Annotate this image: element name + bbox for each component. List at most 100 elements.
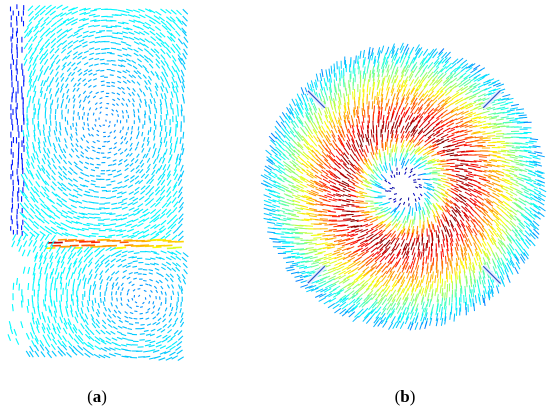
vector [334, 92, 337, 101]
vector [468, 73, 476, 79]
vector [308, 119, 314, 127]
vector [148, 272, 153, 275]
vector [394, 237, 400, 246]
vector [89, 47, 95, 50]
vector [146, 140, 150, 146]
vector [32, 268, 36, 276]
vector [436, 113, 444, 120]
vector [455, 179, 464, 183]
vector [297, 175, 306, 181]
vector [285, 250, 294, 253]
vector [453, 66, 461, 73]
vector [164, 291, 167, 296]
vector [375, 229, 383, 236]
vector [65, 131, 69, 136]
vector [411, 225, 415, 235]
vector [449, 242, 453, 251]
vector [134, 180, 140, 185]
vector [300, 189, 309, 194]
vector [61, 98, 64, 104]
vector [373, 180, 382, 186]
vector [468, 256, 472, 265]
vector [301, 168, 309, 175]
vector [145, 201, 151, 207]
vector [418, 196, 421, 201]
vector [455, 307, 458, 316]
vector [87, 251, 94, 258]
vector [353, 248, 361, 254]
vector [511, 225, 519, 232]
vector [49, 32, 56, 39]
vector [39, 197, 45, 204]
vector [306, 140, 312, 148]
vector [182, 262, 188, 269]
vector [285, 232, 294, 235]
vector [119, 241, 129, 244]
vector [167, 338, 173, 343]
vector [144, 224, 151, 229]
vector [387, 50, 392, 59]
vector [117, 263, 123, 268]
vector [349, 167, 356, 174]
vector [302, 153, 309, 160]
vector [116, 195, 123, 199]
vector [365, 223, 374, 228]
vector [514, 234, 521, 242]
vector [88, 34, 94, 38]
vector [417, 173, 426, 176]
vector [420, 313, 424, 322]
vector [65, 300, 69, 309]
vector [322, 271, 331, 276]
vector [506, 165, 515, 169]
vector [181, 273, 186, 280]
vector [51, 191, 57, 197]
vector [448, 297, 451, 306]
vector [523, 191, 532, 196]
vector [451, 184, 459, 189]
vector [429, 264, 432, 274]
vector [117, 37, 124, 40]
vector [459, 89, 467, 96]
vector [154, 48, 160, 54]
vector [111, 285, 115, 290]
vector [391, 43, 395, 52]
vector [117, 114, 120, 118]
vector [129, 147, 133, 152]
vector [318, 297, 327, 302]
vector [509, 258, 515, 266]
vector [169, 351, 176, 356]
vector [340, 133, 345, 142]
vector [42, 80, 47, 87]
vector [472, 130, 481, 134]
vector [309, 115, 314, 124]
vector [456, 75, 464, 82]
vector [355, 177, 364, 184]
vector [43, 16, 50, 23]
vector [450, 158, 459, 161]
vector [286, 268, 295, 272]
vector [446, 229, 451, 238]
vector [486, 78, 495, 83]
vector [377, 68, 380, 78]
vector [166, 218, 173, 225]
vector [132, 265, 138, 268]
vector [387, 106, 391, 115]
vector [39, 86, 43, 94]
vector [12, 233, 17, 241]
vector [375, 311, 382, 319]
vector [138, 14, 146, 19]
vector [281, 203, 290, 207]
vector [524, 206, 532, 213]
vector [477, 83, 486, 88]
vector [169, 36, 176, 43]
vector [419, 193, 423, 197]
vector [78, 104, 82, 109]
vector [315, 279, 324, 284]
vector [22, 213, 28, 220]
vector [430, 229, 433, 238]
vector [166, 81, 171, 89]
vector [84, 95, 88, 100]
vector [405, 247, 410, 256]
vector [113, 309, 118, 314]
vector [314, 252, 323, 256]
